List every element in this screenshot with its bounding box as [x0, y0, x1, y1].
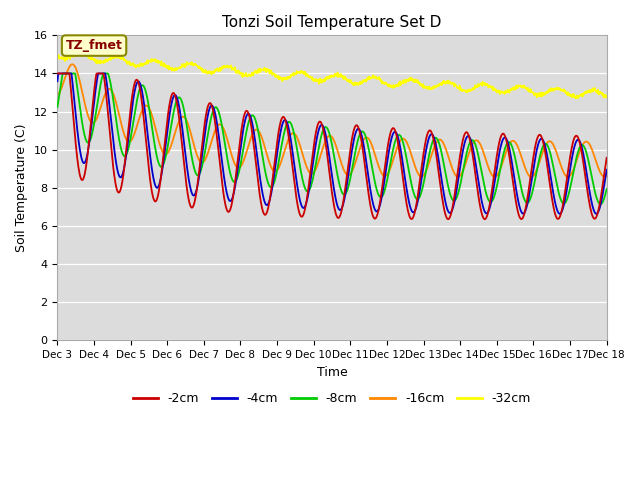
Y-axis label: Soil Temperature (C): Soil Temperature (C): [15, 124, 28, 252]
X-axis label: Time: Time: [317, 366, 348, 379]
Title: Tonzi Soil Temperature Set D: Tonzi Soil Temperature Set D: [222, 15, 442, 30]
Legend: -2cm, -4cm, -8cm, -16cm, -32cm: -2cm, -4cm, -8cm, -16cm, -32cm: [128, 387, 536, 410]
Text: TZ_fmet: TZ_fmet: [66, 39, 122, 52]
